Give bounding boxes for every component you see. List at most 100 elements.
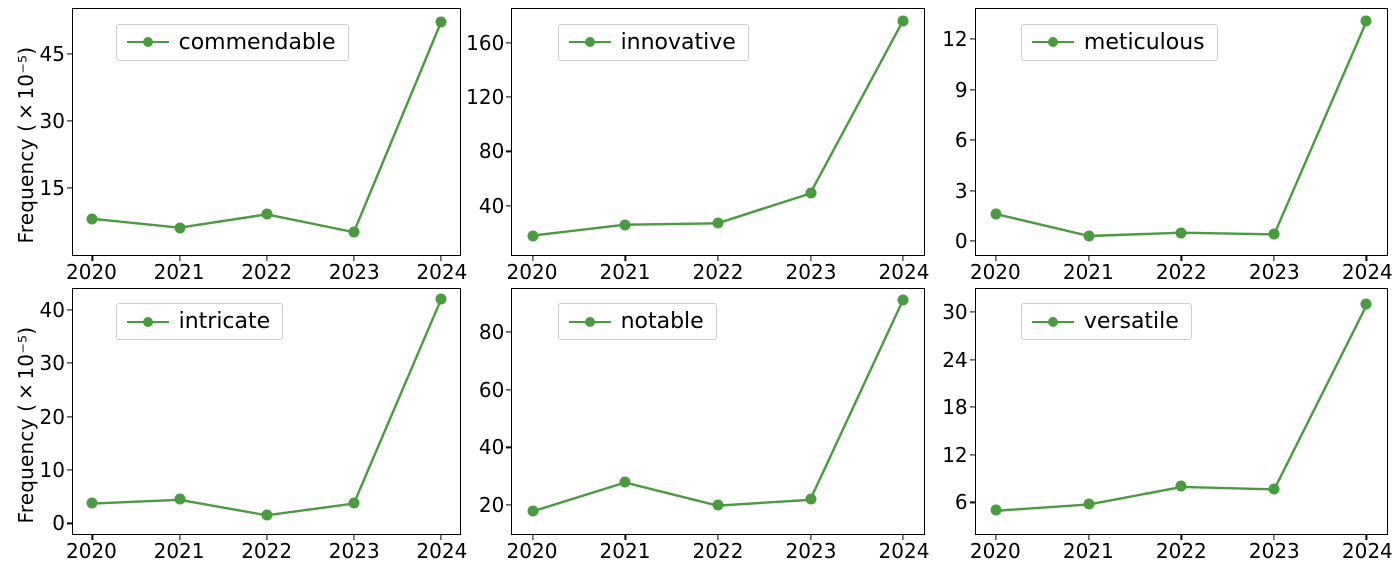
x-tick-label: 2020 <box>66 260 117 284</box>
data-marker <box>348 227 359 238</box>
legend: innovative <box>558 24 749 61</box>
legend-label: commendable <box>179 30 336 55</box>
y-axis-label: Frequency (×10⁻⁵) <box>12 8 38 282</box>
y-tick-label: 40 <box>479 194 504 218</box>
plot-area: 20406080notable <box>511 288 924 536</box>
x-tick-label: 2024 <box>1342 260 1393 284</box>
data-marker <box>348 498 359 509</box>
y-tick-label: 20 <box>40 405 65 429</box>
x-tick-label: 2023 <box>329 260 380 284</box>
x-tick-label: 2022 <box>241 260 292 284</box>
y-tick-label: 18 <box>942 395 967 419</box>
panel-intricate: Frequency (×10⁻⁵)010203040intricate20202… <box>12 288 461 562</box>
data-marker <box>1176 227 1187 238</box>
x-axis: 20202021202220232024 <box>72 535 461 561</box>
data-marker <box>991 209 1002 220</box>
x-tick-label: 2021 <box>600 539 651 563</box>
panel-innovative: 4080120160innovative20202021202220232024 <box>475 8 924 282</box>
data-marker <box>261 509 272 520</box>
y-tick-gutter <box>941 288 975 562</box>
legend-marker-icon <box>1048 317 1058 327</box>
legend-swatch <box>127 41 169 43</box>
data-marker <box>805 188 816 199</box>
data-marker <box>620 477 631 488</box>
data-marker <box>1361 299 1372 310</box>
chart-grid: Frequency (×10⁻⁵)153045commendable202020… <box>12 8 1388 561</box>
x-axis: 20202021202220232024 <box>975 256 1388 282</box>
legend-marker-icon <box>585 317 595 327</box>
data-marker <box>435 294 446 305</box>
y-axis-label: Frequency (×10⁻⁵) <box>12 288 38 562</box>
legend-label: intricate <box>179 309 271 334</box>
x-axis: 20202021202220232024 <box>511 535 924 561</box>
plot-area: 036912meticulous <box>975 8 1388 256</box>
legend-marker-icon <box>585 37 595 47</box>
x-tick-label: 2024 <box>416 539 467 563</box>
data-marker <box>87 498 98 509</box>
legend-label: meticulous <box>1084 30 1205 55</box>
y-tick-label: 80 <box>479 139 504 163</box>
x-tick-label: 2021 <box>1063 260 1114 284</box>
x-tick-label: 2020 <box>507 260 558 284</box>
y-tick-label: 10 <box>40 458 65 482</box>
legend-swatch <box>569 41 611 43</box>
y-tick-label: 80 <box>479 320 504 344</box>
x-tick-label: 2021 <box>600 260 651 284</box>
legend-swatch <box>569 321 611 323</box>
y-tick-label: 45 <box>40 42 65 66</box>
x-tick-label: 2020 <box>970 539 1021 563</box>
legend-label: innovative <box>621 30 736 55</box>
y-tick-label: 120 <box>466 85 504 109</box>
x-tick-label: 2021 <box>154 260 205 284</box>
plot-area: 010203040intricate <box>72 288 461 536</box>
x-tick-label: 2020 <box>507 539 558 563</box>
panel-notable: 20406080notable20202021202220232024 <box>475 288 924 562</box>
x-tick-label: 2023 <box>786 539 837 563</box>
legend-marker-icon <box>143 317 153 327</box>
plot-area: 612182430versatile <box>975 288 1388 536</box>
y-tick-label: 30 <box>40 109 65 133</box>
x-tick-label: 2022 <box>693 539 744 563</box>
legend-label: notable <box>621 309 704 334</box>
panel-commendable: Frequency (×10⁻⁵)15 30 45 commendable 2020 20… <box>12 8 461 282</box>
x-tick-label: 2021 <box>154 539 205 563</box>
y-tick-label: 30 <box>942 300 967 324</box>
legend: meticulous <box>1021 24 1218 61</box>
y-tick-label: 30 <box>40 351 65 375</box>
data-marker <box>898 16 909 27</box>
x-tick-label: 2022 <box>1156 260 1207 284</box>
legend-swatch <box>127 321 169 323</box>
data-marker <box>712 500 723 511</box>
y-tick-label: 15 <box>40 176 65 200</box>
x-tick-label: 2024 <box>416 260 467 284</box>
plot-area: 4080120160innovative <box>511 8 924 256</box>
data-marker <box>435 17 446 28</box>
data-marker <box>261 209 272 220</box>
y-tick-label: 12 <box>942 443 967 467</box>
legend: versatile <box>1021 303 1192 340</box>
data-marker <box>174 494 185 505</box>
data-marker <box>1268 483 1279 494</box>
y-tick-label: 6 <box>955 128 968 152</box>
y-tick-label: 3 <box>955 179 968 203</box>
x-tick-label: 2021 <box>1063 539 1114 563</box>
legend-marker-icon <box>143 37 153 47</box>
y-tick-label: 0 <box>52 511 65 535</box>
x-axis: 20202021202220232024 <box>72 256 461 282</box>
y-tick-label: 24 <box>942 348 967 372</box>
legend: intricate <box>116 303 284 340</box>
y-tick-label: 160 <box>466 31 504 55</box>
y-tick-label: 6 <box>955 490 968 514</box>
data-marker <box>712 218 723 229</box>
legend: commendable <box>116 24 349 61</box>
x-tick-label: 2020 <box>66 539 117 563</box>
x-axis: 20202021202220232024 <box>975 535 1388 561</box>
x-tick-label: 2022 <box>693 260 744 284</box>
data-marker <box>1176 481 1187 492</box>
data-marker <box>527 505 538 516</box>
x-tick-label: 2020 <box>970 260 1021 284</box>
data-marker <box>991 505 1002 516</box>
data-marker <box>1083 231 1094 242</box>
data-marker <box>620 219 631 230</box>
data-marker <box>527 230 538 241</box>
